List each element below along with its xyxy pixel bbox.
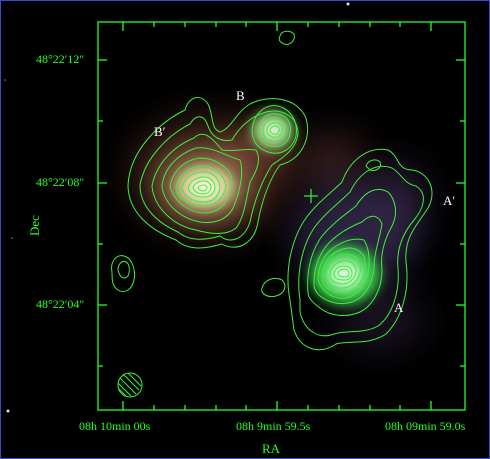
label-b: B	[236, 88, 245, 103]
x-tick-label: 08h 9min 59.5s	[236, 419, 311, 433]
center-cross	[304, 189, 318, 203]
y-tick-label: 48°22′08″	[36, 175, 85, 189]
label-b-prime: B′	[154, 124, 166, 139]
star	[346, 2, 350, 6]
star	[4, 79, 6, 81]
x-axis-title: RA	[262, 441, 281, 456]
star	[6, 409, 10, 413]
x-tick-label: 08h 09min 59.0s	[385, 419, 466, 433]
y-tick-label: 48°22′04″	[36, 297, 85, 311]
star	[11, 237, 13, 239]
axes-frame	[97, 21, 466, 411]
radio-contours	[111, 30, 433, 351]
label-a-prime: A′	[443, 193, 456, 208]
x-tick-label: 08h 10min 00s	[79, 419, 151, 433]
label-a: A	[394, 300, 404, 315]
y-tick-label: 48°22′12″	[36, 52, 85, 66]
y-axis-title: Dec	[27, 215, 42, 236]
beam-ellipse	[117, 372, 143, 398]
